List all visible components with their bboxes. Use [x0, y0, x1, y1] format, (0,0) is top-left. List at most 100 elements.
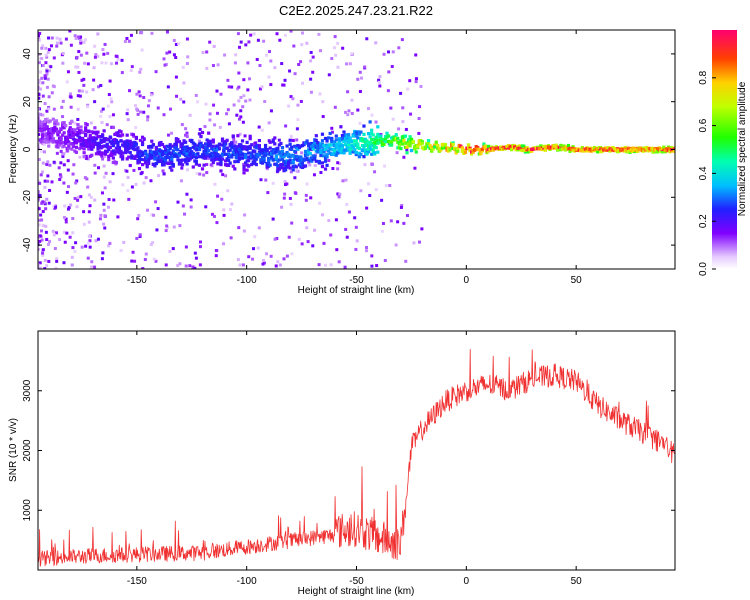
spectrogram-cell [173, 153, 177, 157]
spectrogram-cell [423, 145, 428, 149]
spectrogram-cell [47, 140, 51, 144]
spectrogram-noise-cell [300, 242, 304, 246]
spectrogram-cell [45, 137, 49, 141]
spectrogram-noise-cell [126, 189, 130, 193]
spectrogram-cell [259, 159, 263, 163]
spectrogram-noise-cell [79, 195, 83, 199]
spectrogram-noise-cell [45, 55, 49, 59]
spectrogram-noise-cell [61, 52, 65, 56]
spectrogram-cell [307, 144, 311, 148]
spectrogram-cell [216, 162, 220, 166]
spectrogram-cell [413, 146, 417, 151]
spectrogram-noise-cell [100, 154, 104, 158]
spectrogram-cell [354, 152, 358, 157]
spectrogram-noise-cell [83, 61, 87, 65]
spectrogram-cell [45, 134, 49, 138]
spectrogram-noise-cell [289, 170, 293, 174]
spectrogram-noise-cell [364, 249, 368, 253]
spectrogram-cell [250, 143, 254, 147]
spectrogram-noise-cell [313, 163, 317, 167]
spectrogram-noise-cell [91, 88, 95, 92]
spectrogram-cell [211, 160, 215, 165]
spectrogram-noise-cell [154, 200, 158, 204]
spectrogram-cell [68, 121, 72, 125]
spectrogram-noise-cell [212, 44, 216, 48]
spectrogram-noise-cell [185, 168, 189, 172]
spectrogram-noise-cell [73, 121, 77, 125]
spectrogram-noise-cell [243, 213, 247, 217]
spectrogram-noise-cell [102, 222, 106, 226]
spectrogram-noise-cell [101, 48, 105, 52]
spectrogram-cell [257, 138, 262, 143]
spectrogram-noise-cell [110, 100, 114, 104]
spectrogram-noise-cell [264, 53, 268, 57]
spectrogram-noise-cell [162, 113, 166, 117]
spectrogram-noise-cell [63, 240, 67, 244]
spectrogram-cell [170, 159, 174, 164]
spectrogram-cell [370, 137, 374, 142]
spectrogram-noise-cell [87, 193, 91, 197]
spectrogram-noise-cell [363, 163, 367, 167]
spectrogram-noise-cell [265, 167, 269, 171]
spectrogram-cell [262, 157, 266, 161]
spectrogram-noise-cell [236, 258, 240, 262]
snr-panel: -150 -100 -50 0 50 1000 2000 3000 Height of st… [8, 330, 676, 597]
spectrogram-cell [405, 145, 409, 149]
spectrogram-cell [159, 140, 163, 145]
spectrogram-cell [170, 157, 174, 161]
spectrogram-noise-cell [45, 85, 49, 89]
spectrogram-cell [428, 144, 432, 148]
spectrogram-noise-cell [327, 158, 331, 162]
spectrogram-noise-cell [197, 139, 201, 143]
spectrogram-noise-cell [182, 100, 186, 104]
spectrogram-noise-cell [212, 103, 216, 107]
spectrogram-noise-cell [282, 257, 286, 261]
spectrogram-noise-cell [193, 251, 197, 255]
spectrogram-noise-cell [43, 102, 47, 106]
spectrogram-noise-cell [140, 48, 144, 52]
spectrogram-noise-cell [61, 154, 65, 158]
spectrogram-cell [128, 163, 132, 168]
spectrogram-noise-cell [73, 250, 77, 254]
spectrogram-noise-cell [230, 85, 234, 89]
spectrogram-noise-cell [198, 245, 202, 249]
spectrogram-noise-cell [309, 90, 313, 94]
spectrogram-cell [330, 140, 334, 144]
spectrogram-noise-cell [45, 109, 49, 113]
spectrogram-noise-cell [267, 121, 271, 125]
spectrogram-noise-cell [391, 117, 395, 121]
spectrogram-cell [120, 151, 125, 155]
spectrogram-noise-cell [247, 255, 251, 259]
spectrogram-noise-cell [374, 188, 378, 192]
spectrogram-noise-cell [289, 202, 293, 206]
spectrogram-noise-cell [65, 231, 69, 235]
spectrogram-noise-cell [321, 213, 325, 217]
spectrogram-cell [320, 139, 325, 143]
spectrogram-noise-cell [109, 97, 113, 101]
spectrogram-cell [47, 144, 51, 148]
spectrogram-noise-cell [64, 37, 68, 41]
spectrogram-cell [257, 144, 262, 148]
spectrogram-cell [191, 165, 195, 169]
spectrogram-cell [203, 148, 208, 153]
spectrogram-noise-cell [165, 51, 169, 55]
spectrogram-noise-cell [227, 122, 231, 126]
spectrogram-noise-cell [345, 202, 349, 206]
spectrogram-noise-cell [89, 195, 93, 199]
spectrogram-noise-cell [59, 41, 63, 45]
spectrogram-cell [285, 165, 289, 169]
spectrogram-noise-cell [293, 72, 297, 76]
spectrogram-noise-cell [93, 55, 97, 59]
spectrogram-cell [102, 129, 106, 133]
spectrogram-noise-cell [289, 134, 293, 138]
spectrogram-panel: -150 -100 -50 0 50 -40 -20 0 20 40 Height of str… [8, 29, 676, 296]
spectrogram-cell [242, 167, 246, 171]
spectrogram-cell [213, 158, 217, 162]
spectrogram-noise-cell [127, 197, 131, 201]
spectrogram-noise-cell [205, 171, 209, 175]
spectrogram-cell [263, 150, 268, 155]
spectrogram-noise-cell [82, 83, 86, 87]
spectrogram-noise-cell [293, 176, 297, 180]
spectrogram-noise-cell [53, 246, 57, 250]
spectrogram-cell [136, 146, 140, 150]
